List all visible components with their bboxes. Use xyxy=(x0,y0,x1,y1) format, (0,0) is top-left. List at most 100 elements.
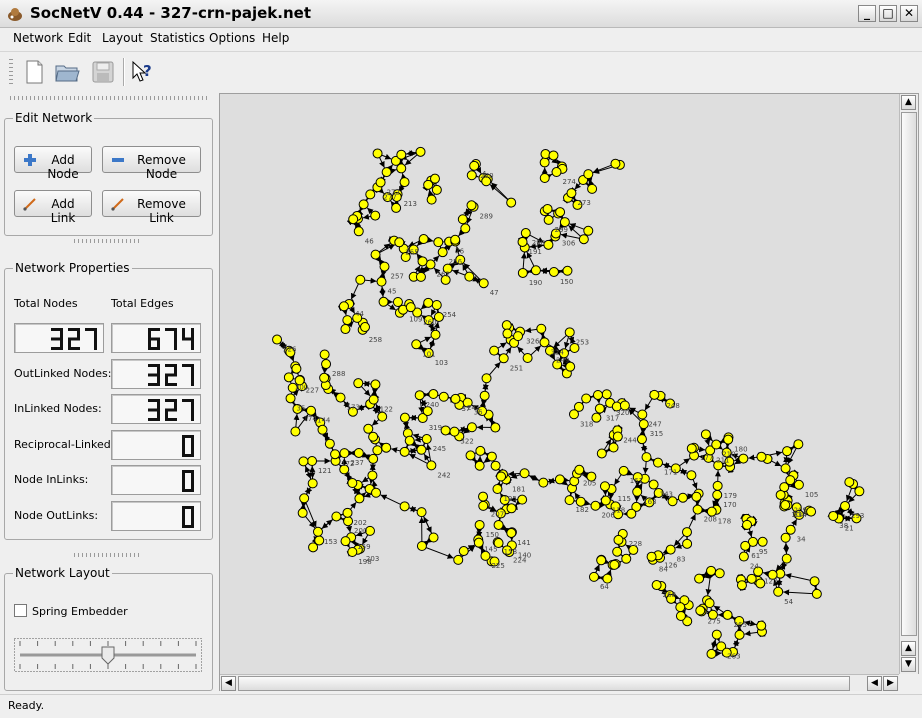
graph-node[interactable] xyxy=(608,442,619,453)
graph-node[interactable] xyxy=(544,345,555,356)
graph-node[interactable] xyxy=(594,403,605,414)
graph-node[interactable] xyxy=(555,207,566,218)
graph-node[interactable] xyxy=(738,551,749,562)
graph-node[interactable] xyxy=(573,401,584,412)
graph-node[interactable] xyxy=(551,167,562,178)
graph-node[interactable] xyxy=(543,239,554,250)
graph-node[interactable] xyxy=(324,438,335,449)
graph-node[interactable] xyxy=(415,146,426,157)
graph-node[interactable] xyxy=(428,532,439,543)
graph-node[interactable] xyxy=(613,534,624,545)
graph-node[interactable] xyxy=(478,491,489,502)
graph-node[interactable] xyxy=(412,307,423,318)
graph-node[interactable] xyxy=(486,451,497,462)
graph-node[interactable] xyxy=(465,450,476,461)
toolbar-grip[interactable] xyxy=(9,59,13,85)
scroll-down-icon[interactable]: ▼ xyxy=(901,657,916,672)
graph-node[interactable] xyxy=(653,487,664,498)
graph-node[interactable] xyxy=(706,648,717,659)
graph-node[interactable] xyxy=(806,506,817,517)
graph-node[interactable] xyxy=(354,493,365,504)
graph-node[interactable] xyxy=(339,448,350,459)
graph-node[interactable] xyxy=(618,465,629,476)
graph-node[interactable] xyxy=(712,480,723,491)
graph-node[interactable] xyxy=(675,610,686,621)
graph-node[interactable] xyxy=(376,276,387,287)
layout-slider[interactable] xyxy=(14,638,202,672)
graph-node[interactable] xyxy=(675,602,686,613)
graph-node[interactable] xyxy=(498,353,509,364)
graph-node[interactable] xyxy=(705,445,716,456)
graph-node[interactable] xyxy=(636,434,647,445)
graph-node[interactable] xyxy=(641,452,652,463)
graph-node[interactable] xyxy=(460,223,471,234)
graph-node[interactable] xyxy=(695,605,706,616)
graph-node[interactable] xyxy=(757,536,768,547)
graph-node[interactable] xyxy=(692,504,703,515)
graph-node[interactable] xyxy=(742,519,753,530)
graph-node[interactable] xyxy=(495,508,506,519)
graph-node[interactable] xyxy=(780,500,791,511)
graph-node[interactable] xyxy=(455,254,466,265)
graph-node[interactable] xyxy=(738,453,749,464)
graph-node[interactable] xyxy=(338,301,349,312)
graph-node[interactable] xyxy=(506,527,517,538)
graph-node[interactable] xyxy=(707,609,718,620)
horizontal-scrollbar[interactable]: ◀ ◀ ▶ xyxy=(220,674,899,691)
graph-node[interactable] xyxy=(785,524,796,535)
graph-node[interactable] xyxy=(343,516,354,527)
graph-node[interactable] xyxy=(430,329,441,340)
graph-node[interactable] xyxy=(489,345,500,356)
graph-node[interactable] xyxy=(621,553,632,564)
graph-node[interactable] xyxy=(285,347,296,358)
graph-node[interactable] xyxy=(422,406,433,417)
graph-node[interactable] xyxy=(756,620,767,631)
graph-node[interactable] xyxy=(538,477,549,488)
graph-node[interactable] xyxy=(308,542,319,553)
menu-help[interactable]: Help xyxy=(262,31,290,45)
graph-node[interactable] xyxy=(421,434,432,445)
graph-node[interactable] xyxy=(363,423,374,434)
graph-node[interactable] xyxy=(480,550,491,561)
graph-node[interactable] xyxy=(400,252,411,263)
graph-node[interactable] xyxy=(840,500,851,511)
vertical-scroll-thumb[interactable] xyxy=(901,112,917,636)
scroll-up-icon[interactable]: ▲ xyxy=(901,95,916,110)
graph-node[interactable] xyxy=(352,312,363,323)
graph-node[interactable] xyxy=(418,234,429,245)
graph-node[interactable] xyxy=(736,580,747,591)
graph-node[interactable] xyxy=(378,296,389,307)
graph-node[interactable] xyxy=(298,456,309,467)
graph-node[interactable] xyxy=(706,565,717,576)
graph-node[interactable] xyxy=(649,389,660,400)
graph-node[interactable] xyxy=(490,460,501,471)
graph-node[interactable] xyxy=(644,497,655,508)
graph-node[interactable] xyxy=(581,393,592,404)
horizontal-scroll-thumb[interactable] xyxy=(238,676,850,691)
graph-node[interactable] xyxy=(392,297,403,308)
graph-node[interactable] xyxy=(399,501,410,512)
graph-node[interactable] xyxy=(415,271,426,282)
splitter-grip[interactable] xyxy=(74,553,140,557)
graph-node[interactable] xyxy=(734,629,745,640)
graph-node[interactable] xyxy=(368,453,379,464)
graph-node[interactable] xyxy=(773,586,784,597)
add-node-button[interactable]: Add Node xyxy=(14,146,92,181)
graph-node[interactable] xyxy=(646,551,657,562)
graph-node[interactable] xyxy=(811,588,822,599)
graph-node[interactable] xyxy=(391,202,402,213)
graph-node[interactable] xyxy=(596,448,607,459)
graph-node[interactable] xyxy=(493,538,504,549)
graph-node[interactable] xyxy=(599,481,610,492)
graph-node[interactable] xyxy=(612,546,623,557)
graph-node[interactable] xyxy=(502,328,513,339)
graph-node[interactable] xyxy=(347,406,358,417)
graph-node[interactable] xyxy=(517,267,528,278)
graph-node[interactable] xyxy=(342,315,353,326)
graph-node[interactable] xyxy=(711,629,722,640)
graph-node[interactable] xyxy=(450,393,461,404)
graph-node[interactable] xyxy=(566,188,577,199)
graph-node[interactable] xyxy=(540,149,551,160)
graph-node[interactable] xyxy=(469,160,480,171)
